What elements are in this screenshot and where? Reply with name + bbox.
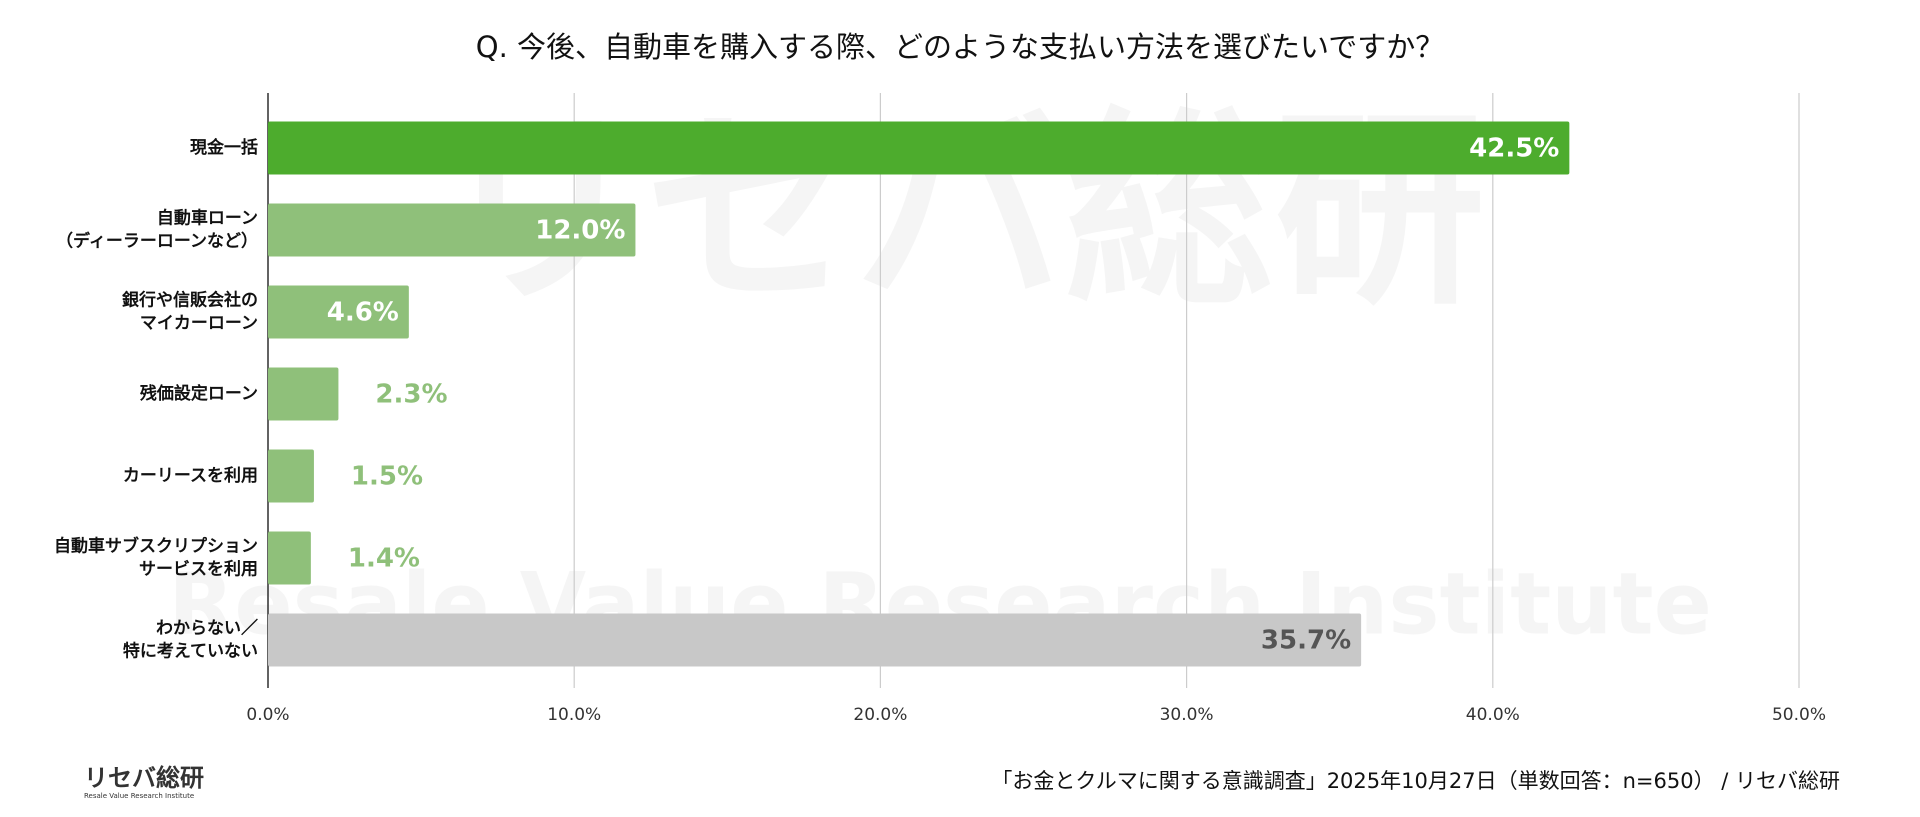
bar <box>268 449 314 503</box>
y-tick-label: 現金一括 <box>190 137 258 158</box>
bar <box>268 121 1570 175</box>
value-label: 42.5% <box>1469 134 1559 164</box>
x-tick-label: 30.0% <box>1160 705 1214 725</box>
bar <box>268 285 409 339</box>
value-label: 35.7% <box>1261 626 1351 656</box>
value-label: 2.3% <box>375 380 447 410</box>
x-tick-label: 10.0% <box>547 705 601 725</box>
logo-subtitle: Resale Value Research Institute <box>84 792 194 800</box>
value-label: 1.5% <box>351 462 423 492</box>
y-tick-label: カーリースを利用 <box>123 465 258 486</box>
x-tick-label: 0.0% <box>246 705 289 725</box>
y-tick-label: 残価設定ローン <box>140 383 258 404</box>
bar <box>268 367 339 421</box>
value-label: 4.6% <box>327 298 399 328</box>
y-tick-label: わからない／ <box>156 618 258 639</box>
value-label: 1.4% <box>348 544 420 574</box>
y-tick-label: 自動車サブスクリプション <box>54 536 258 557</box>
y-tick-label: サービスを利用 <box>139 559 258 580</box>
value-label: 12.0% <box>535 216 625 246</box>
y-tick-label: 特に考えていない <box>123 641 258 662</box>
x-tick-label: 40.0% <box>1466 705 1520 725</box>
y-tick-label: 自動車ローン <box>157 208 258 229</box>
x-tick-label: 20.0% <box>853 705 907 725</box>
y-tick-label: 銀行や信販会社の <box>122 290 258 311</box>
logo: リセバ総研 <box>84 764 204 792</box>
bar <box>268 203 636 257</box>
y-tick-label: （ディーラーローンなど） <box>56 231 258 252</box>
bar <box>268 531 311 585</box>
y-tick-label: マイカーローン <box>140 314 258 334</box>
bar <box>268 613 1362 667</box>
source: 「お金とクルマに関する意識調査」2025年10月27日（単数回答：n=650） … <box>991 769 1840 793</box>
chart-title: Q. 今後、自動車を購入する際、どのような支払い方法を選びたいですか？ <box>476 30 1444 64</box>
x-tick-label: 50.0% <box>1772 705 1826 725</box>
